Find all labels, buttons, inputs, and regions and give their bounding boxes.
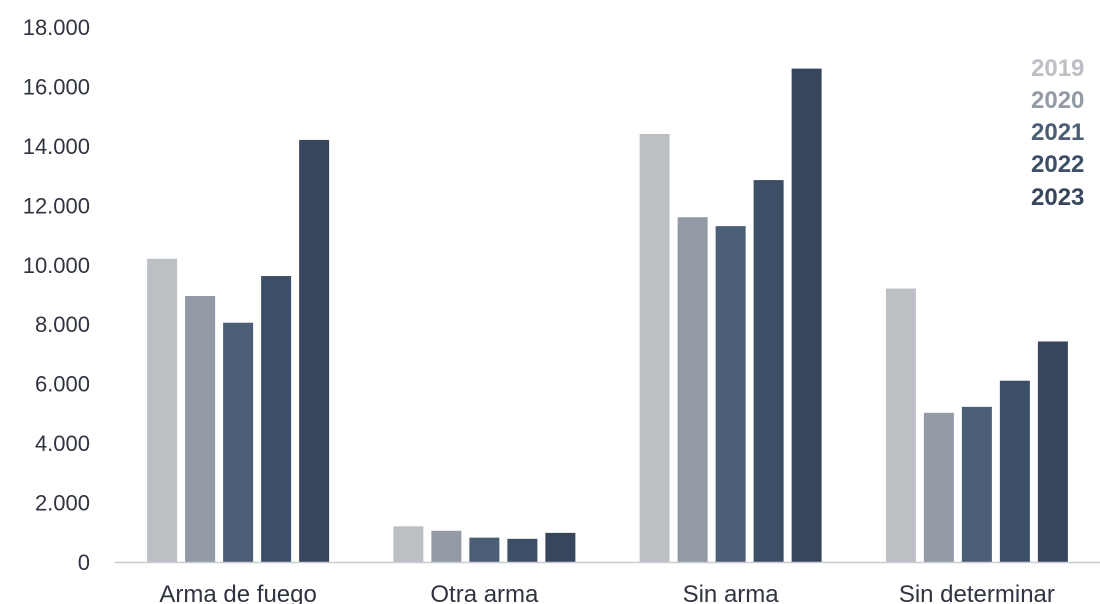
legend-entry-2023: 2023	[1031, 184, 1084, 211]
bar-2023-sin-determinar	[1037, 341, 1068, 562]
x-category-label: Sin arma	[683, 581, 780, 604]
bar-2021-otra-arma	[469, 537, 500, 562]
bar-2019-sin-arma	[639, 134, 670, 562]
y-tick-label: 18.000	[23, 15, 90, 40]
legend-entry-2022: 2022	[1031, 151, 1084, 178]
bar-2020-arma-de-fuego	[185, 295, 216, 562]
y-tick-label: 14.000	[23, 134, 90, 159]
y-tick-label: 10.000	[23, 253, 90, 278]
bar-2022-sin-determinar	[999, 380, 1030, 562]
y-tick-label: 4.000	[35, 431, 90, 456]
x-category-label: Sin determinar	[899, 581, 1055, 604]
legend-entry-2019: 2019	[1031, 55, 1084, 82]
legend-entry-2021: 2021	[1031, 119, 1084, 146]
bar-2023-arma-de-fuego	[299, 139, 330, 562]
bar-2022-otra-arma	[507, 538, 538, 562]
bar-2022-arma-de-fuego	[261, 276, 292, 562]
y-tick-label: 12.000	[23, 193, 90, 218]
y-tick-label: 0	[78, 550, 90, 575]
bar-2022-sin-arma	[753, 180, 784, 562]
y-axis: 0 2.000 4.000 6.000 8.000 10.000 12.000 14.000 1…	[23, 15, 90, 575]
bar-2019-arma-de-fuego	[147, 258, 178, 562]
x-category-label: Arma de fuego	[159, 581, 316, 604]
y-tick-label: 16.000	[23, 74, 90, 99]
bar-2021-arma-de-fuego	[223, 322, 254, 562]
bar-2020-otra-arma	[431, 530, 462, 562]
bar-2023-otra-arma	[545, 532, 576, 562]
legend: 2019 2020 2021 2022 2023	[1031, 55, 1084, 211]
bar-2021-sin-arma	[715, 226, 746, 562]
y-tick-label: 6.000	[35, 372, 90, 397]
x-axis: Arma de fuego Otra arma Sin arma Sin determ…	[159, 581, 1055, 604]
bars-group	[147, 68, 1068, 562]
bar-2023-sin-arma	[791, 68, 822, 562]
bar-2019-sin-determinar	[885, 288, 916, 562]
bar-2020-sin-arma	[677, 217, 708, 562]
y-tick-label: 2.000	[35, 491, 90, 516]
y-tick-label: 8.000	[35, 312, 90, 337]
bar-2019-otra-arma	[393, 526, 424, 562]
bar-2021-sin-determinar	[961, 406, 992, 562]
legend-entry-2020: 2020	[1031, 87, 1084, 114]
x-category-label: Otra arma	[430, 581, 539, 604]
bar-2020-sin-determinar	[923, 412, 954, 562]
